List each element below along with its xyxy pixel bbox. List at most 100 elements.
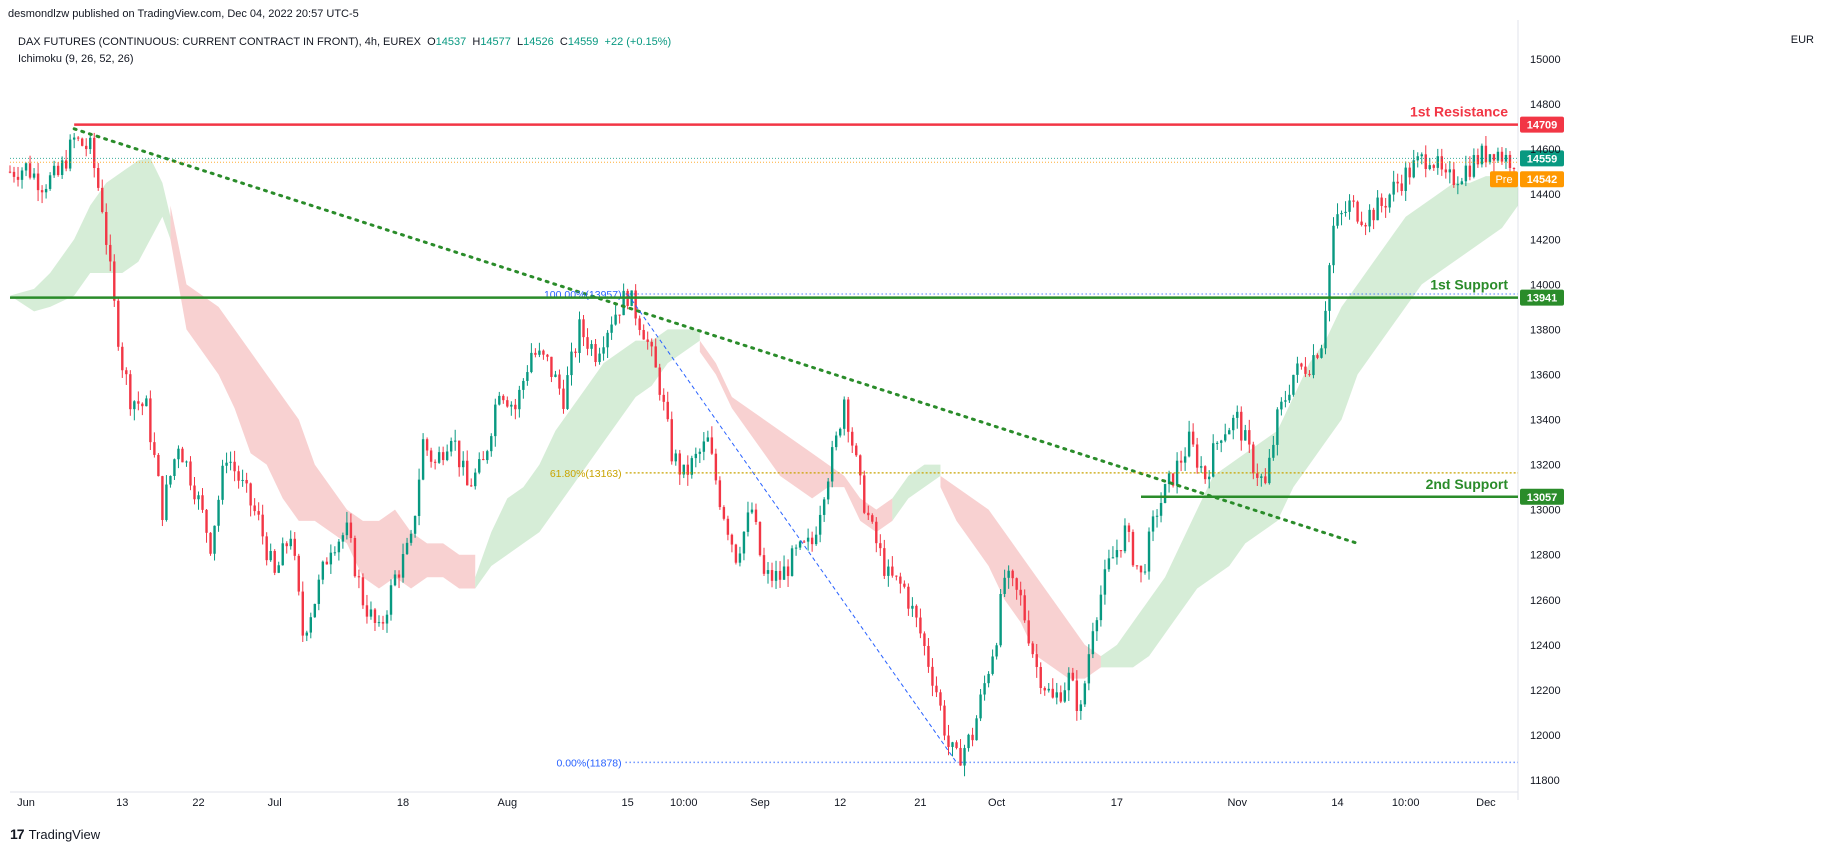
candle-body [1171,473,1175,486]
tradingview-brand[interactable]: 17 TradingView [10,826,100,842]
candle-body [185,461,188,463]
candle-body [654,346,657,368]
candle-body [1015,578,1018,590]
candle-body [494,404,497,437]
candle-body [1055,692,1058,698]
candle-body [1348,200,1351,212]
candle-body [947,735,950,747]
candle-body [461,460,465,468]
candle-body [1284,400,1287,402]
candle-body [169,475,172,485]
candle-body [1500,151,1504,162]
indicator-label[interactable]: Ichimoku (9, 26, 52, 26) [18,53,134,65]
candle-body [686,464,690,475]
candle-body [417,479,421,516]
candle-body [963,748,966,766]
candle-body [1123,525,1127,552]
candle-body [1352,200,1355,202]
ohlc-low-label: L [517,36,524,48]
candle-body [249,483,252,506]
candle-body [730,534,734,545]
candle-body [153,442,156,455]
candle-body [750,509,754,513]
candle-body [1280,401,1283,410]
candle-body [1075,680,1079,711]
candle-body [225,462,228,466]
candle-body [1276,409,1279,445]
candle-body [863,475,866,513]
candle-body [830,447,834,482]
candle-body [1324,310,1327,349]
candle-body [690,458,694,475]
candle-body [550,356,553,377]
candle-body [1448,169,1452,173]
candle-body [746,512,750,532]
time-tick-label: 10:00 [670,797,698,809]
symbol-name[interactable]: DAX FUTURES (CONTINUOUS: CURRENT CONTRAC… [18,36,421,48]
candle-body [277,565,280,573]
candle-body [678,453,681,475]
candle-body [8,171,12,173]
candle-body [393,574,397,586]
candle-body [353,538,357,577]
candle-body [851,431,854,446]
price-tick-label: 14200 [1530,234,1561,246]
ohlc-close: 14559 [567,36,599,48]
ichimoku-cloud-3 [699,340,893,533]
candle-body [834,435,838,448]
ichimoku-cloud-2 [475,329,700,589]
candle-body [614,314,617,325]
candle-body [995,645,998,657]
candle-body [237,471,240,481]
price-tick-label: 12000 [1530,730,1561,742]
candle-body [542,350,545,355]
candle-body [289,538,292,547]
candle-body [919,617,922,634]
ichimoku-cloud-5 [940,475,1101,679]
candle-body [413,515,417,534]
candle-body [1199,466,1203,468]
candle-body [1155,515,1159,517]
candle-body [987,673,990,684]
candle-body [1424,154,1427,169]
candle-body [1183,456,1187,463]
candle-body [903,583,906,587]
candle-body [754,509,758,522]
candle-body [76,137,80,139]
candle-body [253,505,256,512]
candle-body [181,448,184,463]
candle-body [421,439,425,480]
candle-body [610,324,613,333]
candle-body [453,440,457,442]
candle-body [871,515,874,522]
candle-body [975,718,978,741]
ohlc-low: 14526 [523,36,554,48]
candle-body [814,534,818,545]
candle-body [1364,225,1367,227]
price-tick-label: 14000 [1530,279,1561,291]
candle-body [971,734,974,741]
candle-body [891,566,894,576]
descending-trendline [72,127,1360,545]
candle-body [1103,569,1107,595]
candle-body [822,499,826,515]
candle-body [445,451,449,461]
candle-body [72,137,76,140]
tradingview-logo-icon: 17 [10,826,25,842]
candle-body [518,389,521,410]
candle-body [798,541,802,548]
price-tick-label: 11800 [1530,775,1560,787]
candle-body [129,374,132,410]
candle-body [867,512,870,516]
candle-body [1131,531,1135,566]
candle-body [1099,594,1103,621]
candle-body [1139,565,1143,573]
candle-body [939,692,942,706]
level-tag-2: 13057 [1527,492,1558,504]
candle-body [498,395,501,405]
candle-body [365,605,369,617]
ohlc-close-label: C [559,36,568,48]
candle-body [810,537,814,545]
